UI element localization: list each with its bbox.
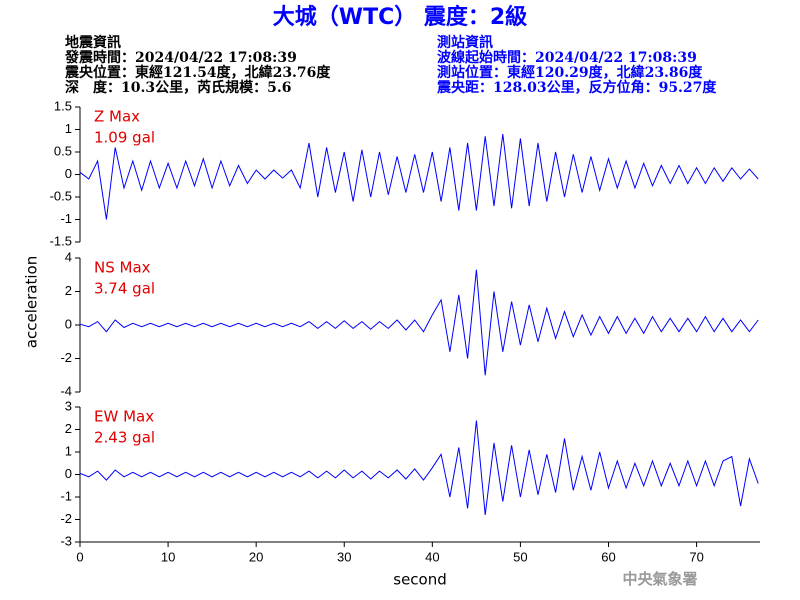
waveform (79, 133, 759, 220)
x-tick-label: 70 (689, 549, 703, 564)
max-annotation: Z Max (94, 108, 140, 126)
y-tick-label: -2 (60, 350, 72, 365)
info-line: 測站位置：東經120.29度，北緯23.86度 (437, 64, 703, 81)
info-line: 深 度：10.3公里，芮氏規模：5.6 (65, 79, 291, 96)
y-tick-label: -1 (60, 488, 72, 503)
x-tick-label: 0 (76, 549, 83, 564)
info-line: 測站資訊 (437, 34, 493, 51)
watermark: 中央氣象署 (622, 570, 697, 588)
y-tick-label: -3 (60, 533, 72, 548)
y-axis-label: acceleration (23, 256, 41, 348)
x-tick-label: 20 (249, 549, 263, 564)
y-tick-label: -1 (60, 211, 72, 226)
y-tick-label: -1.5 (50, 233, 72, 248)
waveform (79, 269, 759, 376)
x-tick-label: 50 (513, 549, 527, 564)
info-line: 波線起始時間：2024/04/22 17:08:39 (437, 49, 697, 66)
y-tick-label: 2 (65, 421, 72, 436)
x-axis-label: second (393, 571, 447, 589)
max-annotation: 2.43 gal (94, 429, 155, 447)
max-annotation: 3.74 gal (94, 280, 155, 298)
y-tick-label: 0 (65, 316, 72, 331)
waveform (79, 420, 759, 516)
y-tick-label: 0.5 (54, 143, 72, 158)
info-line: 震央位置：東經121.54度，北緯23.76度 (64, 64, 331, 81)
info-line: 地震資訊 (65, 34, 121, 51)
x-tick-label: 30 (337, 549, 351, 564)
x-tick-label: 40 (425, 549, 439, 564)
title: 大城（WTC） 震度：2級 (273, 4, 527, 30)
y-tick-label: 3 (65, 398, 72, 413)
x-tick-label: 10 (161, 549, 175, 564)
y-tick-label: 0 (65, 166, 72, 181)
max-annotation: 1.09 gal (94, 129, 155, 147)
y-tick-label: 4 (65, 249, 72, 264)
y-tick-label: 1 (65, 443, 72, 458)
y-tick-label: 1 (65, 121, 72, 136)
info-line: 發震時間：2024/04/22 17:08:39 (64, 49, 297, 66)
y-tick-label: 0 (65, 466, 72, 481)
y-tick-label: 1.5 (54, 98, 72, 113)
y-tick-label: -2 (60, 511, 72, 526)
y-tick-label: 2 (65, 283, 72, 298)
info-line: 震央距：128.03公里，反方位角：95.27度 (436, 79, 717, 96)
y-tick-label: -4 (60, 383, 72, 398)
max-annotation: NS Max (94, 259, 151, 277)
x-tick-label: 60 (601, 549, 615, 564)
y-tick-label: -0.5 (50, 188, 72, 203)
max-annotation: EW Max (94, 408, 154, 426)
